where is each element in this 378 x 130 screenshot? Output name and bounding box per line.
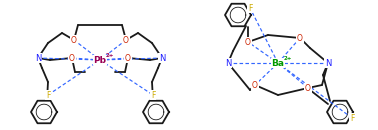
Text: 2+: 2+: [284, 56, 292, 60]
Text: F: F: [350, 113, 354, 122]
Text: F: F: [248, 4, 252, 12]
Text: O: O: [125, 54, 131, 63]
Text: N: N: [159, 54, 165, 63]
Text: O: O: [297, 34, 303, 43]
Text: Ba: Ba: [271, 58, 285, 67]
Text: F: F: [46, 90, 50, 99]
Text: N: N: [225, 58, 231, 67]
Text: O: O: [69, 54, 75, 63]
Text: Pb: Pb: [93, 56, 107, 64]
Text: O: O: [305, 83, 311, 93]
Text: O: O: [252, 80, 258, 89]
Text: F: F: [151, 90, 155, 99]
Text: 2+: 2+: [106, 53, 114, 57]
Text: N: N: [325, 58, 331, 67]
Text: O: O: [71, 35, 77, 44]
Text: O: O: [245, 37, 251, 47]
Text: N: N: [35, 54, 41, 63]
Text: O: O: [123, 35, 129, 44]
